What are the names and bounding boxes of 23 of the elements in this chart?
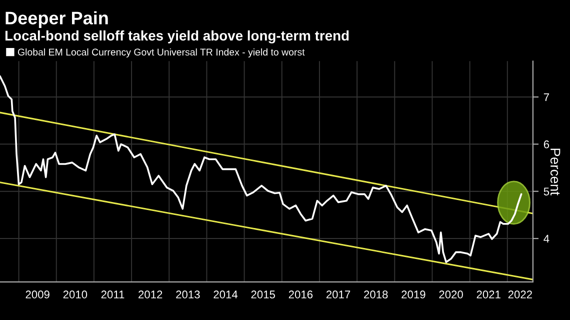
y-axis-title: Percent — [550, 148, 560, 196]
x-tick-label: 2010 — [63, 290, 88, 298]
x-tick-label: 2019 — [402, 290, 426, 298]
y-tick-label: 5 — [544, 188, 550, 196]
x-tick-label: 2012 — [138, 290, 162, 298]
x-tick-label: 2018 — [364, 290, 388, 298]
x-tick-label: 2014 — [214, 290, 238, 298]
x-tick-label: 2013 — [176, 290, 200, 298]
y-tick-label: 4 — [544, 234, 550, 243]
y-tick-label: 6 — [544, 140, 550, 148]
x-tick-label: 2017 — [326, 290, 350, 298]
line-series — [0, 75, 522, 264]
x-tick-label: 2021 — [476, 290, 500, 298]
x-tick-label: 2016 — [288, 290, 313, 298]
x-tick-label: 2011 — [101, 290, 124, 298]
x-tick-label: 2015 — [251, 290, 275, 298]
chart-title: Deeper Pain — [6, 11, 108, 28]
chart-subtitle: Local-bond selloff takes yield above long-term trend — [5, 30, 349, 44]
legend-label: Global EM Local Currency Govt Universal TR Index - yield to worst — [18, 48, 305, 58]
x-tick-label: 2022 — [508, 290, 532, 298]
x-tick-label: 2009 — [26, 290, 50, 298]
y-tick-label: 7 — [544, 93, 549, 101]
x-tick-label: 2020 — [439, 290, 463, 298]
